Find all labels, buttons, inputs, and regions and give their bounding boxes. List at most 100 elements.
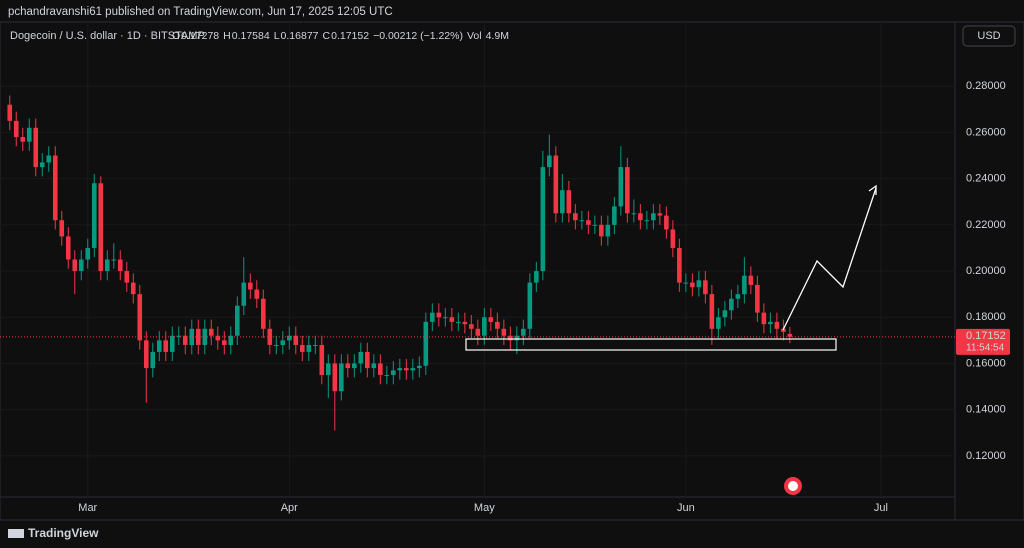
candle-body [423,321,429,366]
candle-body [228,335,234,345]
currency-button[interactable] [962,25,1016,47]
candle-body [488,317,494,322]
candle-body [241,282,247,306]
last-price-tag [956,328,1010,355]
legend-value: L [274,30,280,42]
candle-body [781,328,786,332]
candle-body [716,317,721,329]
candle-body [33,127,39,168]
y-tick-label: 0.26000 [966,126,1006,138]
candle-body [91,183,97,248]
y-tick-label: 0.28000 [966,80,1006,92]
symbol-title: Dogecoin / U.S. dollar · 1D · BITSTAMP [10,30,205,42]
candle-body [189,328,195,345]
candle-body [677,247,682,283]
candle-body [234,305,240,336]
candle-body [462,321,468,325]
candle-body [605,224,611,237]
candle-body [566,190,572,214]
candle-body [644,220,650,222]
projection-arrow [782,187,877,331]
candle-body [286,335,292,341]
legend-value: C [323,30,331,42]
candle-body [547,155,552,168]
candle-body [312,344,318,346]
candle-body [397,368,403,371]
legend-value: 0.17584 [232,30,270,42]
candle-body [156,340,162,352]
candle-body [358,351,364,364]
candle-body [247,282,253,290]
candle-body [7,104,13,121]
candle-body [98,183,104,272]
candle-body [683,282,689,284]
candle-body [748,275,754,285]
last-price-label: 0.17152 [966,330,1006,342]
candle-body [703,280,708,295]
candle-body [592,224,598,226]
candle-body [755,284,760,313]
y-tick-label: 0.18000 [966,311,1006,323]
published-line: pchandravanshi61 published on TradingVie… [8,6,393,18]
candle-body [625,167,630,214]
logo [8,529,24,538]
candle-body [13,120,19,138]
candle-body [332,363,338,392]
candle-body [618,167,624,207]
candle-body [306,344,312,352]
candle-body [521,328,526,336]
candle-body [514,335,520,341]
candle-body [280,340,286,345]
candle-body [26,127,32,142]
candle-body [495,321,500,329]
candle-body [657,213,663,216]
footer: TradingView [8,526,99,540]
candle-body [761,312,767,325]
candle-body [651,213,656,221]
legend-value: H [223,30,231,42]
candle-body [345,363,351,369]
candle-body [221,340,227,345]
candle-body [378,363,383,376]
y-tick-label: 0.16000 [966,357,1006,369]
candle-body [215,335,221,341]
candle-body [501,328,507,336]
legend-value: Vol [467,30,482,42]
candle-body [787,333,793,337]
candle-body [124,271,130,283]
candle-body [456,321,461,323]
legend-value: 4.9M [486,30,509,42]
candle-body [508,335,513,341]
legend-value: O [172,30,180,42]
candle-body [729,298,734,311]
candles [7,95,793,431]
candle-body [599,224,604,237]
y-tick-label: 0.20000 [966,265,1006,277]
candle-body [742,275,747,295]
icon-center [788,481,798,491]
candle-body [553,155,559,214]
candle-body [182,335,188,345]
candle-body [735,294,741,299]
y-tick-label: 0.22000 [966,219,1006,231]
candle-body [690,282,695,288]
x-tick-label: Apr [281,502,298,514]
candle-body [579,220,585,222]
x-tick-label: Mar [78,502,97,514]
candle-body [293,335,299,345]
currency-label: USD [977,30,1000,42]
candle-body [208,328,214,336]
candle-body [384,375,390,377]
flag-icon[interactable] [784,477,802,495]
legend-value: 0.17278 [181,30,219,42]
candle-body [709,294,715,329]
support-zone [465,338,837,351]
candle-body [768,321,773,325]
candle-body [163,340,169,352]
candle-body [39,162,45,168]
legend-value: −0.00212 (−1.22%) [373,30,463,42]
candle-body [339,363,344,392]
candle-body [176,335,182,337]
candle-body [299,344,305,352]
x-tick-label: May [474,502,495,514]
